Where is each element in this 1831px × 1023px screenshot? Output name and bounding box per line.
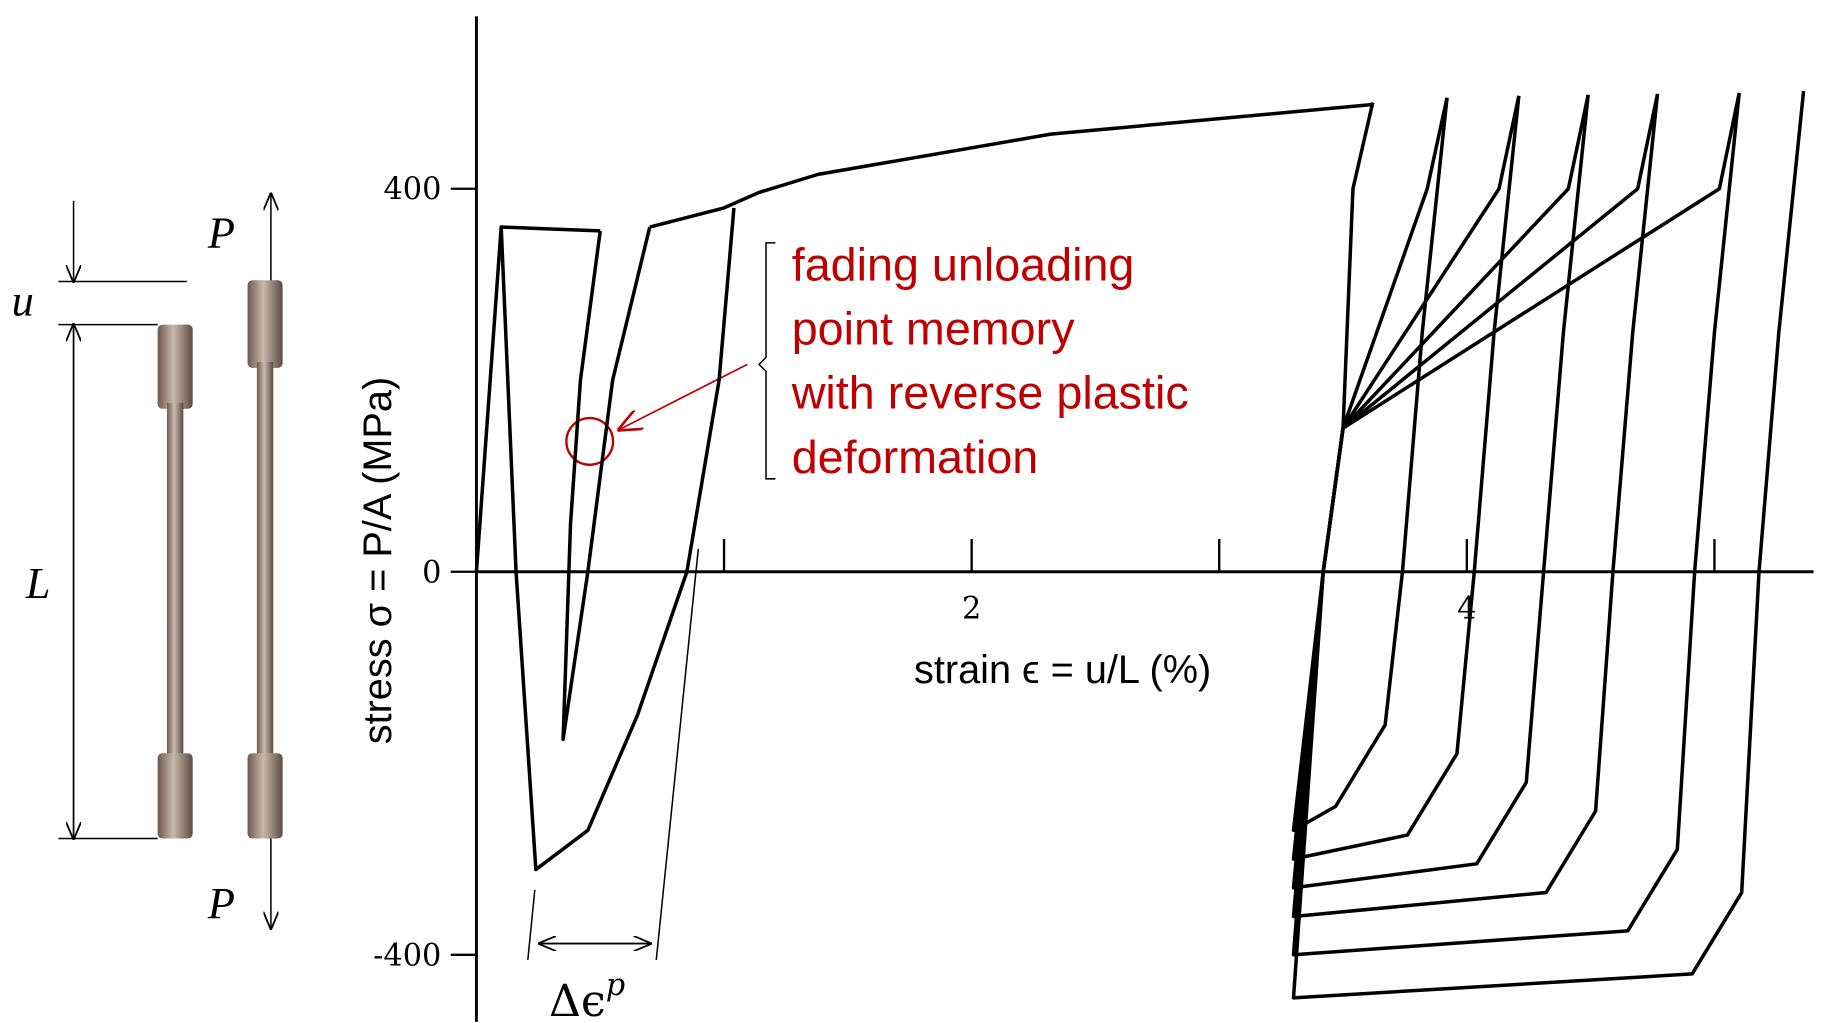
annotation-text: fading unloading — [792, 238, 1135, 290]
x-axis-label: strain ϵ = u/L (%) — [914, 648, 1211, 692]
stress-strain-curve — [650, 104, 1373, 227]
y-axis-label: stress σ = P/A (MPa) — [356, 377, 400, 744]
y-tick-label: -400 — [373, 938, 441, 973]
delta-label: Δϵp — [549, 968, 625, 1023]
length-label: L — [25, 558, 51, 608]
y-tick-label: 0 — [422, 555, 441, 590]
annotation-text: with reverse plastic — [791, 367, 1189, 419]
figure: P P u L stress σ = P/A (MPa) strain ϵ = … — [0, 0, 1831, 1023]
annotation-shapes — [528, 243, 776, 960]
specimen-drawing: P P u L — [12, 194, 283, 929]
stress-strain-curve — [1294, 93, 1740, 955]
load-label: P — [207, 878, 235, 928]
stress-strain-curve — [501, 208, 734, 870]
stress-strain-curve — [1294, 98, 1448, 831]
load-label: P — [207, 208, 235, 258]
y-tick-label: 400 — [383, 172, 441, 207]
stress-strain-curve — [563, 227, 650, 739]
x-tick-label: 2 — [962, 591, 981, 626]
annotation-text: deformation — [792, 431, 1039, 483]
delta-base: Δϵ — [549, 976, 606, 1023]
stress-strain-curve — [476, 227, 600, 572]
annotation-text: point memory — [792, 303, 1075, 355]
elongation-label: u — [12, 275, 34, 325]
delta-sup: p — [606, 968, 625, 1003]
